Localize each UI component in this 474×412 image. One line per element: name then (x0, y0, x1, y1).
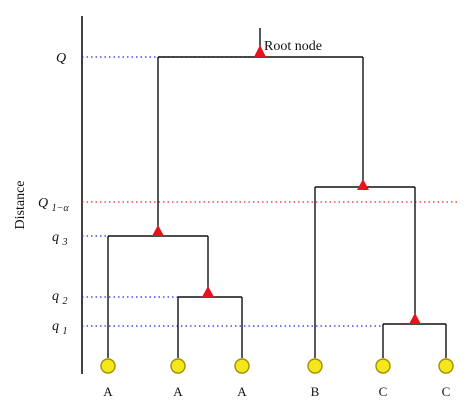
level-label-Q: Q (56, 51, 66, 66)
leaf-circle-4 (307, 358, 323, 374)
node-marker-q1alpha (357, 179, 369, 190)
level-label-Q1-alpha: Q 1−α (38, 196, 69, 214)
leaf-label-4: B (311, 384, 320, 399)
leaf-circle-6 (438, 358, 454, 374)
level-label-q3-sub: 3 (62, 237, 68, 248)
leaf-label-6: C (442, 384, 451, 399)
level-label-q3-base: q (52, 230, 59, 245)
level-label-Q-base: Q (56, 51, 66, 66)
leaf-label-3: A (237, 384, 247, 399)
node-marker-q1 (409, 313, 421, 324)
level-label-Q1-alpha-base: Q (38, 196, 48, 211)
level-label-q3: q 3 (52, 230, 68, 248)
leaf-label-2: A (173, 384, 183, 399)
level-label-q2: q 2 (52, 289, 68, 307)
dendrogram-branches (107, 28, 447, 358)
leaf-label-1: A (103, 384, 113, 399)
node-marker-q3 (152, 225, 164, 236)
level-label-q2-sub: 2 (63, 296, 68, 307)
leaf-circle-2 (170, 358, 186, 374)
level-label-q1: q 1 (52, 319, 68, 337)
leaf-circle-3 (234, 358, 250, 374)
y-axis-label: Distance (13, 181, 28, 230)
level-label-q2-base: q (52, 289, 59, 304)
leaf-circle-1 (100, 358, 116, 374)
level-label-q1-base: q (52, 319, 59, 334)
root-node-marker (254, 45, 266, 57)
level-label-Q1-alpha-sub: 1−α (52, 203, 70, 214)
node-marker-q2 (202, 286, 214, 297)
leaf-label-5: C (379, 384, 388, 399)
leaf-circle-5 (375, 358, 391, 374)
level-label-q1-sub: 1 (63, 326, 68, 337)
root-node-label: Root node (264, 39, 322, 54)
